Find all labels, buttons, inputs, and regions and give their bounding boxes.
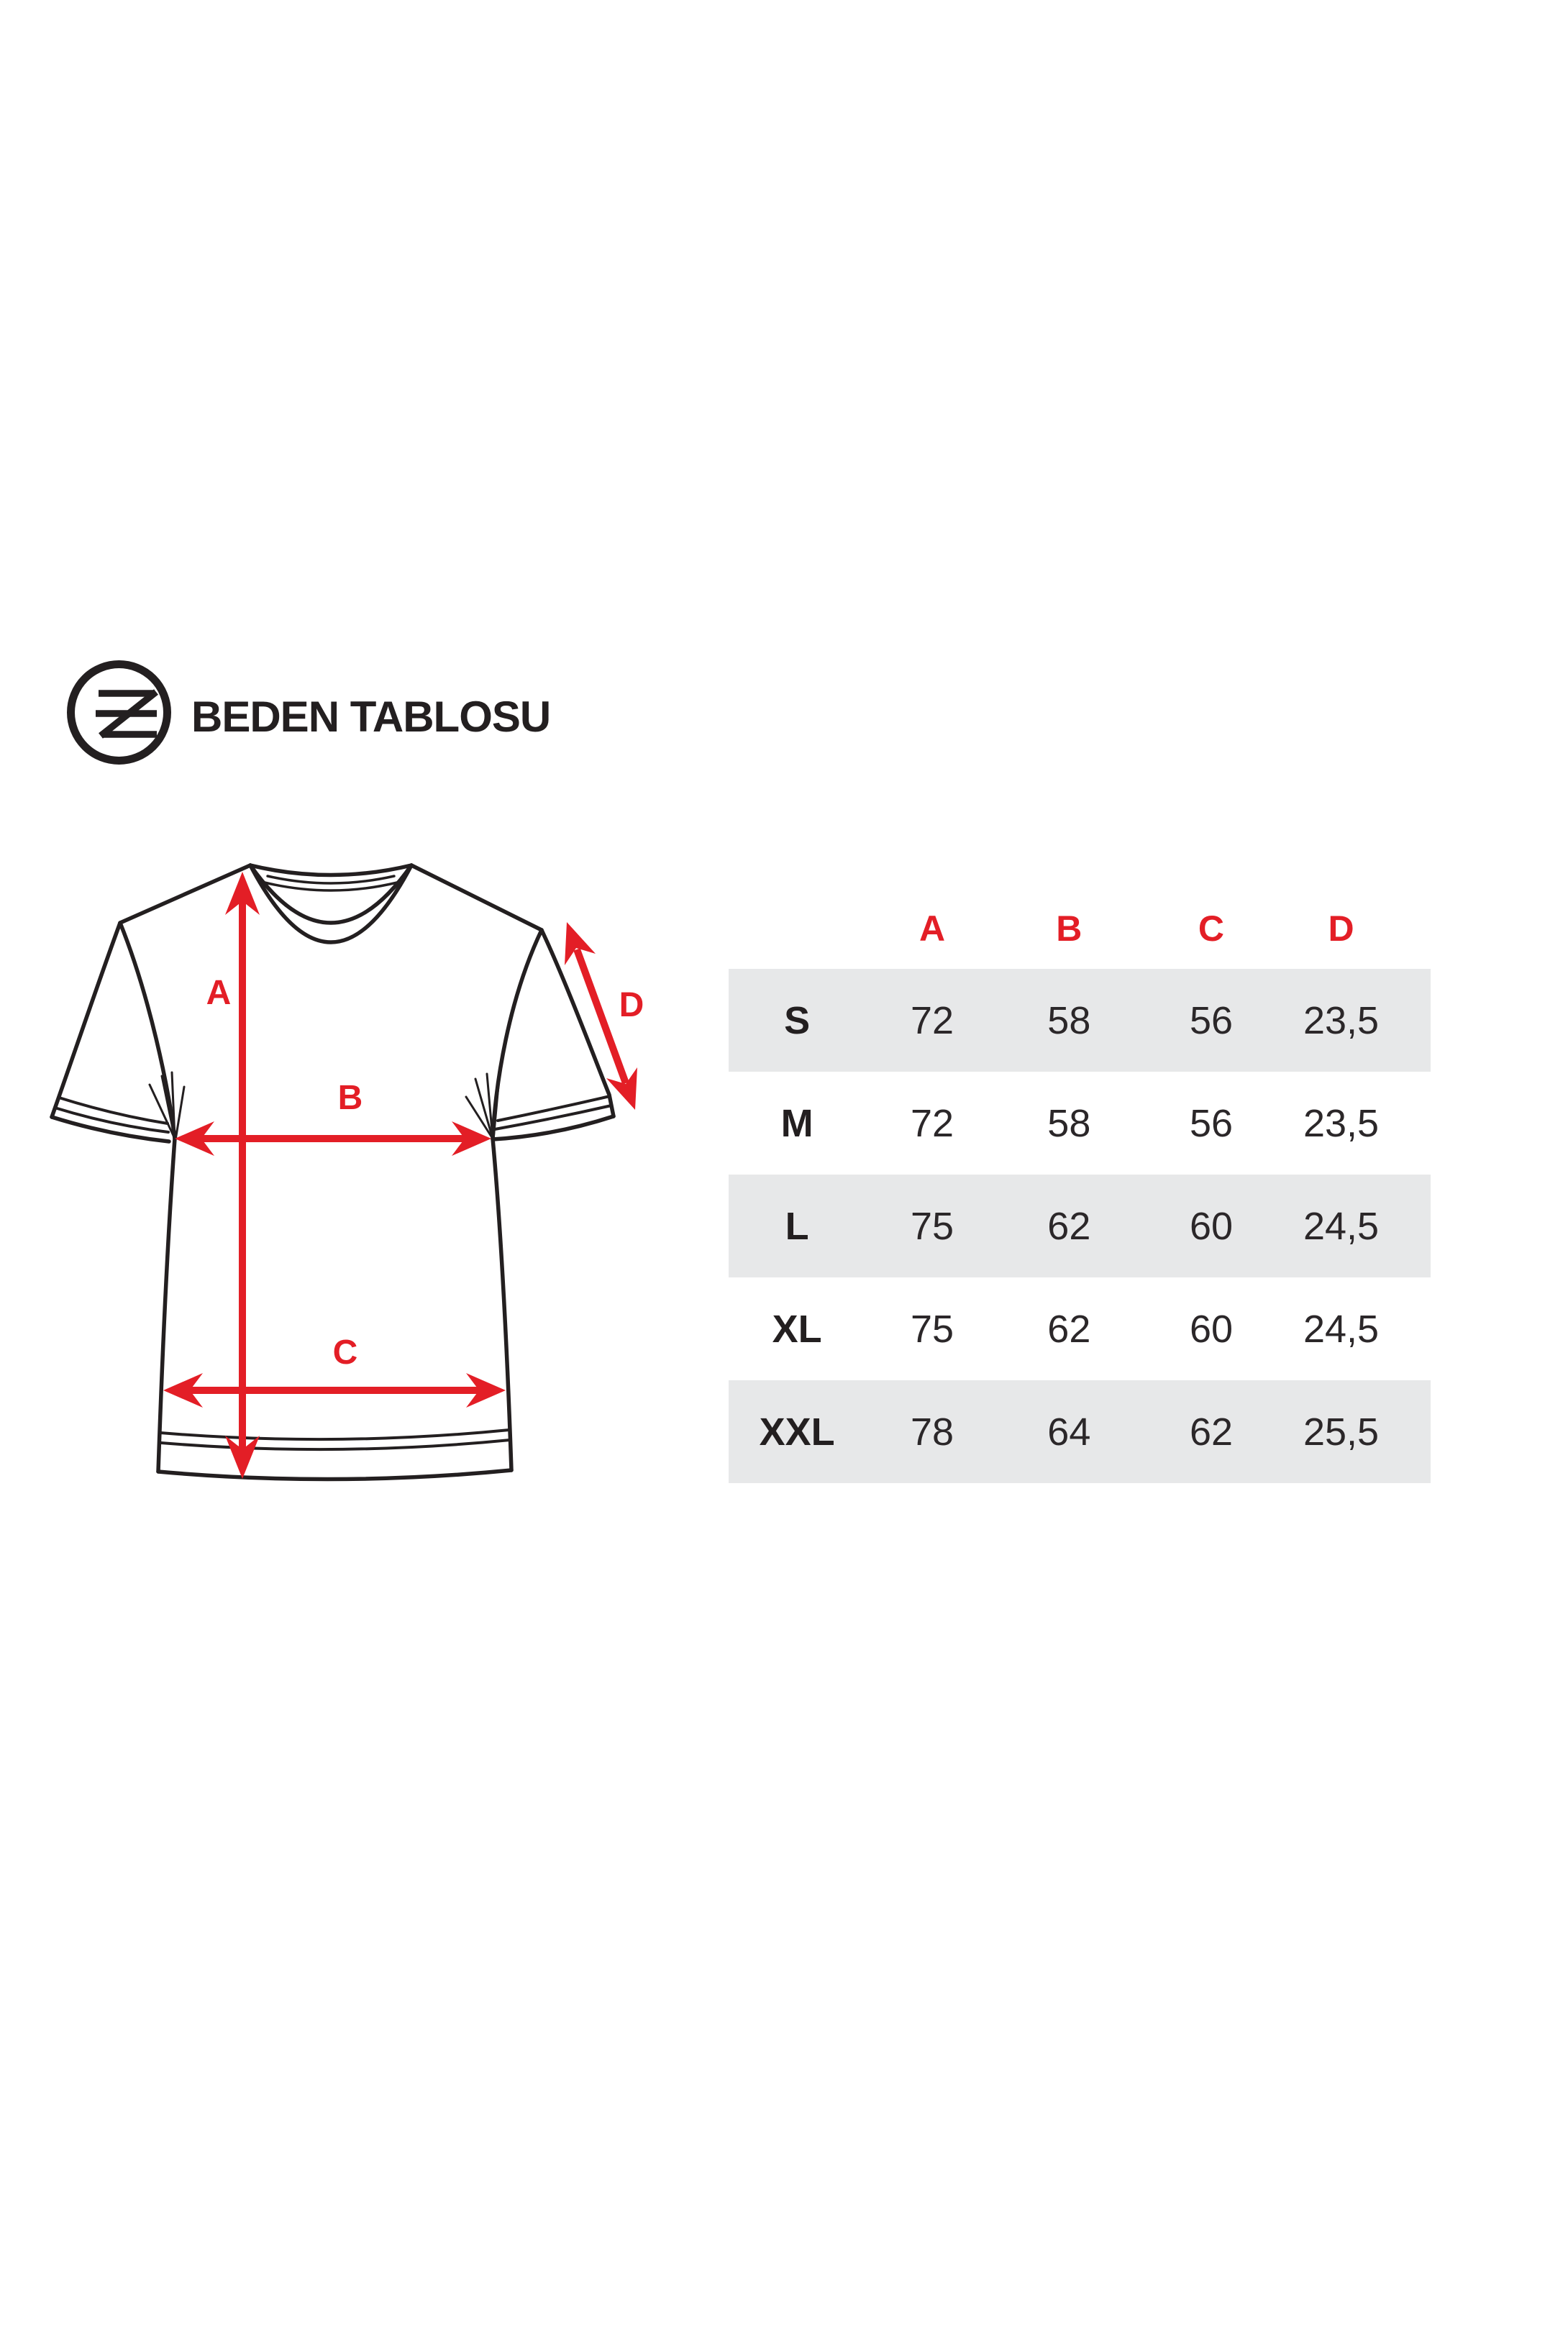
right-underarm-crease [474,1077,494,1140]
size-label: XL [772,1307,822,1351]
left-sleeve-outer [50,921,122,1119]
size-cell: 58 [1047,1101,1091,1145]
column-header-a: A [919,908,946,949]
left-cuff-edge [50,1115,171,1144]
table-row-xl: XL 75 62 60 24,5 [729,1277,1431,1380]
row-spacer [1399,1020,1431,1021]
size-cell: 62 [1047,1204,1091,1248]
column-header-c: C [1198,908,1225,949]
size-cell: 75 [910,1204,954,1248]
size-cell: 62 [1047,1307,1091,1351]
arrow-head-up-icon [565,922,596,965]
size-table: A B C D S 72 58 56 23,5 M 72 58 56 23,5 … [729,888,1431,1483]
page-title: BEDEN TABLOSU [191,693,551,741]
size-cell: 23,5 [1303,998,1380,1042]
table-row-l: L 75 62 60 24,5 [729,1175,1431,1277]
size-cell: 23,5 [1303,1101,1380,1145]
size-cell: 75 [910,1307,954,1351]
left-cuff-band [58,1096,169,1125]
arrow-head-left-icon [163,1373,203,1408]
collar-rib-line [266,875,396,885]
table-row-m: M 72 58 56 23,5 [729,1072,1431,1175]
size-label: L [785,1204,809,1248]
arrow-head-left-icon [175,1121,214,1156]
arrow-head-down-icon [225,1436,260,1479]
left-cuff-band [53,1106,170,1134]
measure-label-c: C [333,1334,358,1372]
collar-front-edge [248,863,414,944]
size-cell: 24,5 [1303,1204,1380,1248]
header-spacer [1399,928,1431,929]
size-cell: 25,5 [1303,1410,1380,1454]
logo-circle [67,660,171,765]
left-underarm-crease [174,1085,186,1141]
table-header-row: A B C D [729,888,1431,969]
size-cell: 24,5 [1303,1307,1380,1351]
measure-label-a: A [206,974,232,1012]
row-spacer [1399,1328,1431,1329]
right-sleeve-outer [539,928,616,1118]
left-shoulder [118,863,252,925]
tshirt-outline [50,863,616,1482]
arrow-head-right-icon [452,1121,491,1156]
measure-arrow-d [573,948,629,1085]
collar-front-seam [248,863,414,925]
body-right-edge [491,1136,514,1472]
right-underarm-crease [486,1072,494,1140]
logo-diagonal [99,689,158,739]
size-cell: 56 [1189,998,1234,1042]
size-label: S [784,998,811,1042]
hem-band [159,1428,511,1441]
hem-bottom-edge [156,1468,514,1482]
column-header-b: B [1056,908,1082,949]
brand-logo-icon [67,660,171,765]
measure-label-b: B [338,1079,363,1117]
right-underarm-crease [492,1076,501,1141]
left-underarm-crease [170,1071,176,1140]
size-cell: 60 [1189,1307,1234,1351]
size-cell: 72 [910,1101,954,1145]
right-shoulder [409,863,544,932]
size-cell: 62 [1189,1410,1234,1454]
size-label: XXL [759,1410,835,1454]
right-cuff-band [496,1095,611,1122]
left-underarm-crease [160,1075,176,1140]
size-cell: 58 [1047,998,1091,1042]
table-row-s: S 72 58 56 23,5 [729,969,1431,1072]
size-label: M [780,1101,813,1145]
table-row-xxl: XXL 78 64 62 25,5 [729,1380,1431,1483]
right-underarm-crease [465,1095,494,1140]
size-cell: 60 [1189,1204,1234,1248]
arrow-head-right-icon [466,1373,506,1408]
right-armhole [491,928,544,1141]
measurement-arrows: A B C D [163,872,644,1479]
row-spacer [1399,1431,1431,1432]
right-cuff-band [493,1104,613,1131]
left-underarm-crease [148,1083,176,1140]
size-cell: 72 [910,998,954,1042]
collar-rib-line [263,881,398,892]
tshirt-measurement-diagram: A B C D [50,863,644,1482]
left-armhole [118,921,177,1141]
body-left-edge [156,1136,177,1474]
right-cuff-edge [491,1114,616,1141]
size-cell: 56 [1189,1101,1234,1145]
size-cell: 78 [910,1410,954,1454]
arrow-head-down-icon [606,1067,637,1110]
measure-label-d: D [619,986,644,1024]
hem-band [160,1439,511,1451]
collar-back-top [248,863,414,878]
arrow-head-up-icon [225,872,260,915]
column-header-d: D [1328,908,1354,949]
size-cell: 64 [1047,1410,1091,1454]
